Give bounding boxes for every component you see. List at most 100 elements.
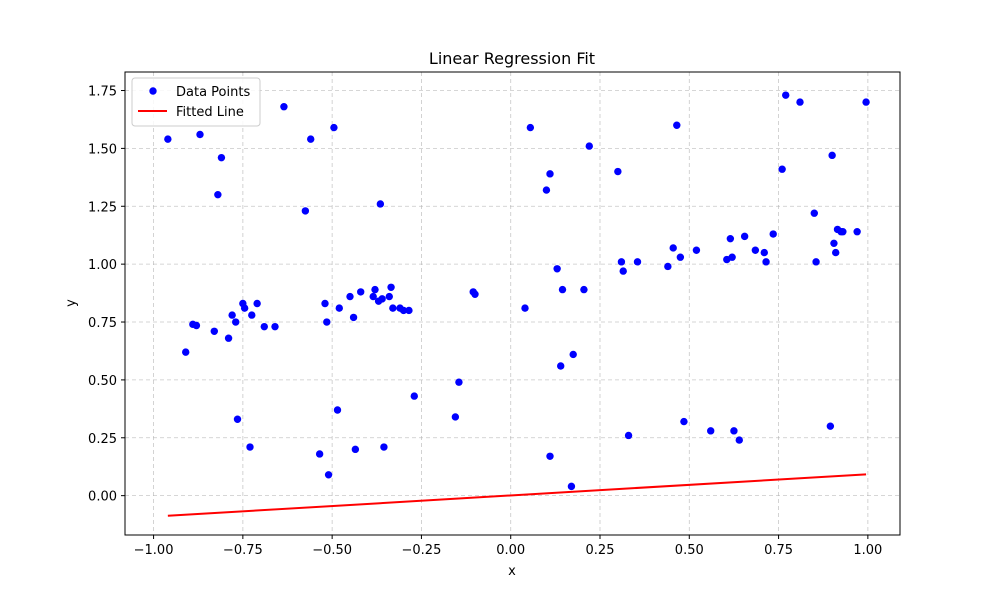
data-point [315, 450, 324, 458]
data-point [330, 123, 338, 132]
data-point [271, 322, 279, 331]
data-point [357, 288, 365, 296]
data-point [233, 415, 242, 423]
data-point [217, 153, 226, 162]
data-point [832, 248, 840, 257]
x-tick-label: −0.50 [312, 543, 352, 558]
y-tick-label: 0.00 [88, 490, 117, 505]
data-point [762, 258, 770, 266]
data-points-series [164, 91, 870, 491]
data-point [387, 283, 395, 291]
legend-box [131, 77, 261, 127]
data-point [232, 318, 240, 326]
data-point [760, 248, 768, 257]
data-point [585, 142, 593, 150]
y-tick-label: 1.50 [88, 142, 117, 157]
data-point [614, 167, 622, 176]
x-axis-label: x [508, 564, 516, 579]
data-point [751, 246, 760, 254]
data-point [307, 135, 315, 143]
data-point [569, 350, 577, 359]
data-point [853, 228, 861, 236]
data-point [617, 258, 626, 266]
x-tick-label: −0.75 [223, 543, 263, 558]
data-point [735, 436, 743, 444]
legend-label-fitted-line: Fitted Line [176, 105, 244, 120]
data-point [546, 452, 554, 460]
legend: Data Points Fitted Line [131, 77, 261, 127]
data-point [680, 417, 688, 426]
y-tick-label: 0.75 [88, 316, 117, 331]
data-point [301, 207, 310, 215]
data-point [862, 98, 870, 106]
data-point [557, 362, 565, 370]
data-point [321, 299, 329, 308]
y-tick-label: 1.25 [88, 200, 117, 215]
data-point [553, 265, 561, 273]
data-point [248, 311, 256, 319]
data-point [624, 431, 633, 440]
data-point [260, 322, 268, 331]
data-point [349, 313, 358, 322]
data-point [558, 285, 567, 294]
data-point [369, 292, 377, 301]
data-point [526, 123, 535, 132]
data-point [405, 306, 413, 315]
data-point [676, 253, 685, 261]
data-point [324, 471, 333, 479]
data-point [380, 443, 388, 451]
x-tick-label: −1.00 [134, 543, 174, 558]
y-tick-label: 1.00 [88, 258, 117, 273]
data-point [192, 321, 201, 330]
data-point [210, 327, 218, 335]
data-point [333, 406, 342, 414]
data-point [669, 244, 677, 252]
data-point [664, 262, 672, 271]
data-point [826, 422, 835, 430]
data-point [828, 151, 836, 160]
data-point [812, 258, 820, 266]
data-point [810, 209, 818, 217]
data-point [740, 232, 749, 241]
y-tick-label: 0.25 [88, 432, 117, 447]
data-point [769, 230, 777, 238]
data-point [726, 234, 735, 243]
data-point [214, 190, 222, 199]
x-tick-label: 1.00 [853, 543, 882, 558]
fitted-line-series [167, 473, 867, 517]
data-point [580, 285, 588, 294]
data-point [633, 258, 642, 266]
data-point [782, 91, 790, 99]
x-tick-label: −0.25 [402, 543, 442, 558]
data-point [389, 304, 397, 312]
data-point [546, 170, 554, 178]
data-point [796, 98, 804, 106]
data-point [228, 311, 236, 319]
data-point [728, 253, 736, 261]
y-axis-ticks: 0.00 0.25 0.50 0.75 1.00 1.25 1.50 1.75 [88, 85, 125, 505]
data-point [451, 413, 460, 421]
data-point [730, 427, 738, 435]
data-point [692, 246, 701, 254]
plot-frame [124, 71, 901, 536]
data-point [707, 427, 715, 435]
data-point [371, 285, 379, 294]
fitted-line [167, 473, 867, 517]
y-tick-label: 1.75 [88, 85, 117, 100]
y-axis-label: y [64, 299, 79, 307]
x-axis-ticks: −1.00 −0.75 −0.50 −0.25 0.00 0.25 0.50 0.75 1.00 [134, 535, 882, 558]
data-point [778, 165, 786, 173]
data-point [376, 200, 385, 208]
data-point [673, 121, 681, 129]
x-tick-label: 0.00 [496, 543, 525, 558]
data-point [196, 130, 204, 139]
data-point [542, 186, 551, 194]
data-point [246, 443, 254, 451]
data-point [455, 378, 463, 386]
data-point [164, 135, 172, 143]
data-point [521, 304, 529, 312]
data-point [471, 290, 479, 298]
legend-label-data-points: Data Points [176, 85, 250, 100]
data-point [182, 348, 190, 356]
